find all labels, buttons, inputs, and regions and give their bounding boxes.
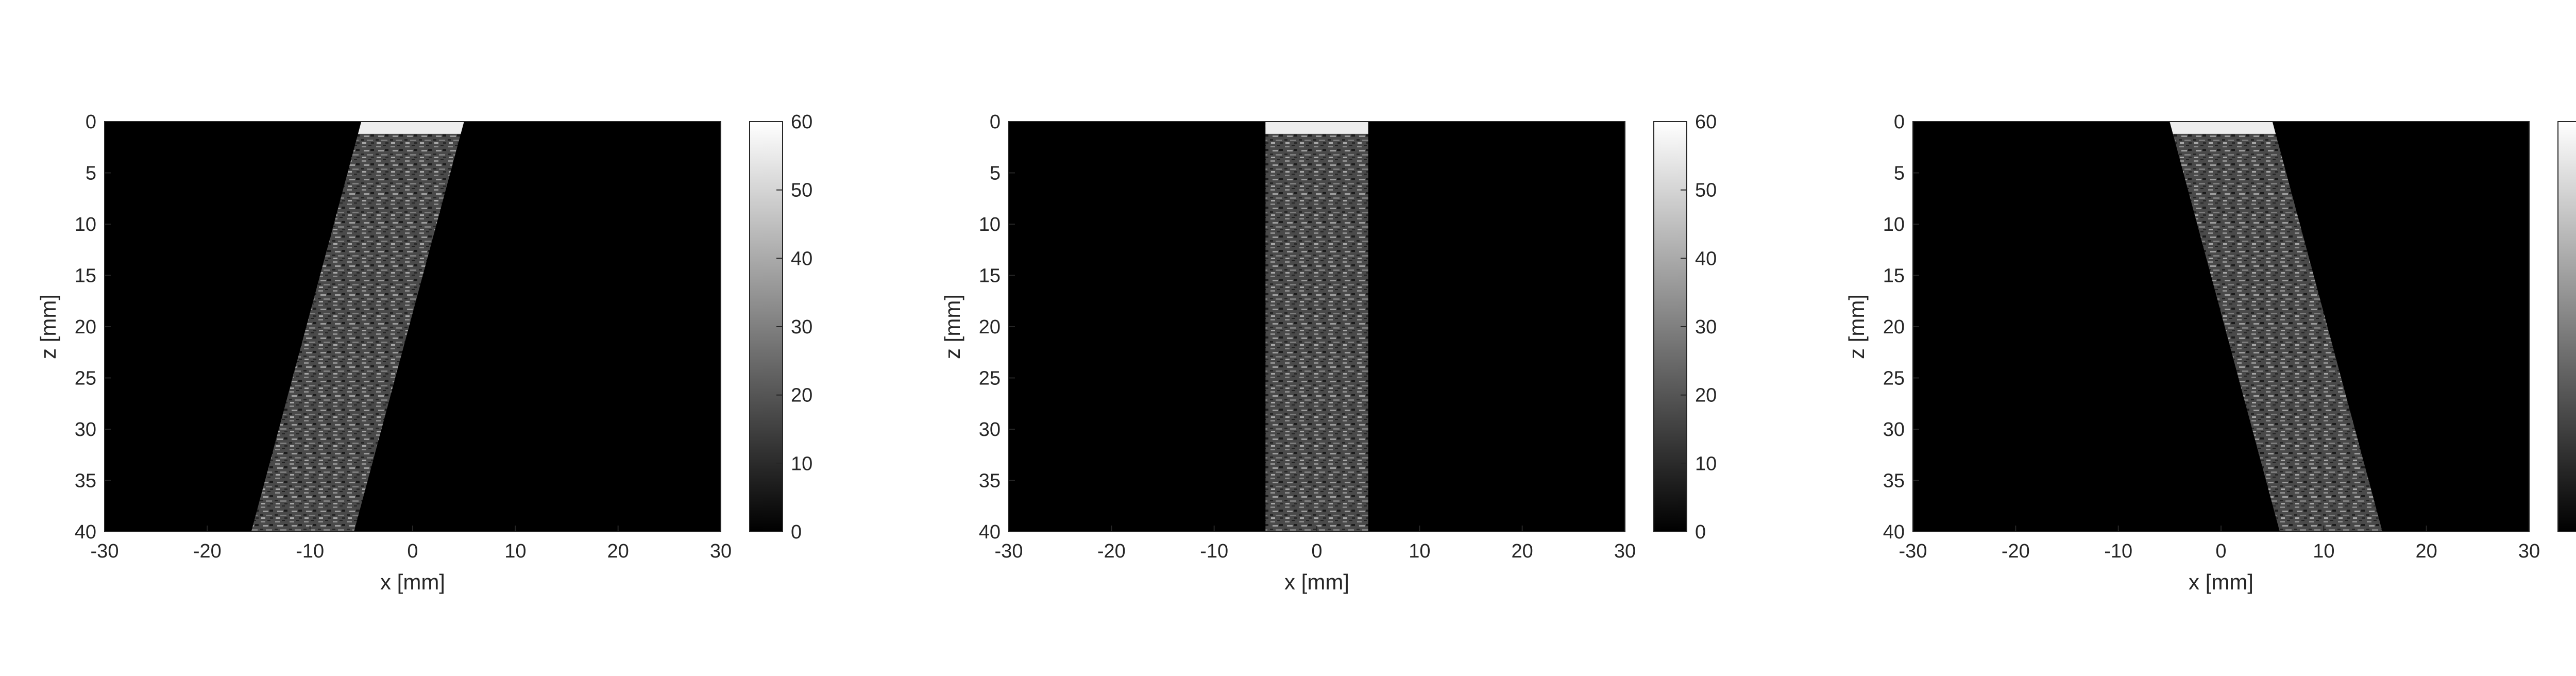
x-tick-label: 30 xyxy=(710,540,732,562)
y-tick-label: 40 xyxy=(75,521,96,543)
x-tick-label: 10 xyxy=(1409,540,1430,562)
y-tick-label: 5 xyxy=(86,163,96,184)
bmode-panel-1: -30 -20 -10 0 10 20 30 0 5 10 15 20 25 30 35 40 x [mm] z … xyxy=(36,111,812,594)
x-tick-label: 10 xyxy=(2313,540,2334,562)
y-tick-label: 20 xyxy=(979,316,1001,338)
y-tick-label: 0 xyxy=(990,111,1001,133)
x-tick-label: 0 xyxy=(1311,540,1322,562)
y-tick-label: 15 xyxy=(979,265,1001,287)
x-tick-label: -30 xyxy=(91,540,119,562)
x-tick-label: -10 xyxy=(296,540,324,562)
bmode-panel-3: -30 -20 -10 0 10 20 30 0 5 10 15 20 25 30 35 40 x [mm] z … xyxy=(1844,111,2576,594)
colorbar-tick-label: 0 xyxy=(791,521,802,543)
x-tick-label: 0 xyxy=(2215,540,2226,562)
x-tick-label: -30 xyxy=(1899,540,1927,562)
x-tick-label: 30 xyxy=(2518,540,2540,562)
y-tick-label: 0 xyxy=(1894,111,1905,133)
y-tick-label: 0 xyxy=(86,111,96,133)
colorbar-tick-label: 50 xyxy=(1695,180,1717,201)
y-axis-label: z [mm] xyxy=(1844,294,1869,359)
x-tick-label: -20 xyxy=(193,540,222,562)
x-axis-label: x [mm] xyxy=(2189,570,2253,594)
y-tick-label: 35 xyxy=(979,470,1001,492)
y-tick-label: 5 xyxy=(990,163,1001,184)
y-tick-label: 30 xyxy=(75,419,96,441)
near-field-band xyxy=(2170,122,2276,134)
y-tick-label: 20 xyxy=(75,316,96,338)
y-tick-label: 30 xyxy=(1883,419,1905,441)
y-tick-label: 25 xyxy=(979,368,1001,390)
y-tick-label: 25 xyxy=(1883,368,1905,390)
bmode-panel-2: -30 -20 -10 0 10 20 30 0 5 10 15 20 25 30 35 40 x [mm] z … xyxy=(940,111,1717,594)
speckle-region xyxy=(2170,122,2383,532)
y-tick-label: 25 xyxy=(75,368,96,390)
colorbar xyxy=(2557,121,2576,532)
x-axis-label: x [mm] xyxy=(380,570,445,594)
x-tick-label: 20 xyxy=(607,540,629,562)
y-tick-label: 15 xyxy=(75,265,96,287)
near-field-band xyxy=(1265,122,1368,134)
colorbar-tick-label: 10 xyxy=(791,453,812,475)
x-tick-label: -20 xyxy=(1097,540,1126,562)
y-axis-label: z [mm] xyxy=(36,294,60,359)
y-tick-label: 5 xyxy=(1894,163,1905,184)
colorbar-tick-label: 60 xyxy=(1695,111,1717,133)
x-axis-label: x [mm] xyxy=(1284,570,1349,594)
speckle-region xyxy=(1265,122,1368,532)
y-tick-label: 10 xyxy=(979,214,1001,235)
y-tick-label: 10 xyxy=(75,214,96,235)
y-axis-label: z [mm] xyxy=(940,294,964,359)
colorbar-tick-label: 20 xyxy=(791,385,812,407)
y-tick-label: 35 xyxy=(1883,470,1905,492)
x-tick-label: -10 xyxy=(2104,540,2132,562)
y-tick-label: 10 xyxy=(1883,214,1905,235)
x-tick-label: -30 xyxy=(995,540,1023,562)
colorbar-tick-label: 10 xyxy=(1695,453,1717,475)
colorbar-tick-label: 30 xyxy=(791,316,812,338)
colorbar-tick-label: 20 xyxy=(1695,385,1717,407)
y-tick-label: 15 xyxy=(1883,265,1905,287)
y-tick-label: 30 xyxy=(979,419,1001,441)
near-field-band xyxy=(358,122,464,134)
y-tick-label: 20 xyxy=(1883,316,1905,338)
speckle-region xyxy=(251,122,464,532)
colorbar-tick-label: 0 xyxy=(1695,521,1706,543)
colorbar-tick-label: 50 xyxy=(791,180,812,201)
x-tick-label: 20 xyxy=(2416,540,2437,562)
x-tick-label: 0 xyxy=(407,540,418,562)
y-tick-label: 35 xyxy=(75,470,96,492)
colorbar-tick-label: 40 xyxy=(791,248,812,269)
x-tick-label: 10 xyxy=(504,540,526,562)
y-tick-label: 40 xyxy=(1883,521,1905,543)
x-tick-label: 30 xyxy=(1614,540,1636,562)
colorbar-tick-label: 40 xyxy=(1695,248,1717,269)
colorbar-tick-label: 60 xyxy=(791,111,812,133)
y-tick-label: 40 xyxy=(979,521,1001,543)
colorbar-tick-label: 30 xyxy=(1695,316,1717,338)
x-tick-label: -10 xyxy=(1200,540,1228,562)
x-tick-label: 20 xyxy=(1512,540,1533,562)
x-tick-label: -20 xyxy=(2002,540,2030,562)
